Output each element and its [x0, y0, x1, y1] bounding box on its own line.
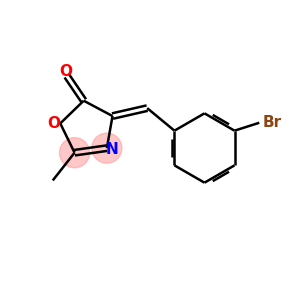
- Text: O: O: [47, 116, 60, 131]
- Circle shape: [59, 138, 90, 168]
- Text: Br: Br: [262, 115, 282, 130]
- Text: O: O: [59, 64, 72, 79]
- Circle shape: [92, 133, 122, 163]
- Text: N: N: [105, 142, 118, 157]
